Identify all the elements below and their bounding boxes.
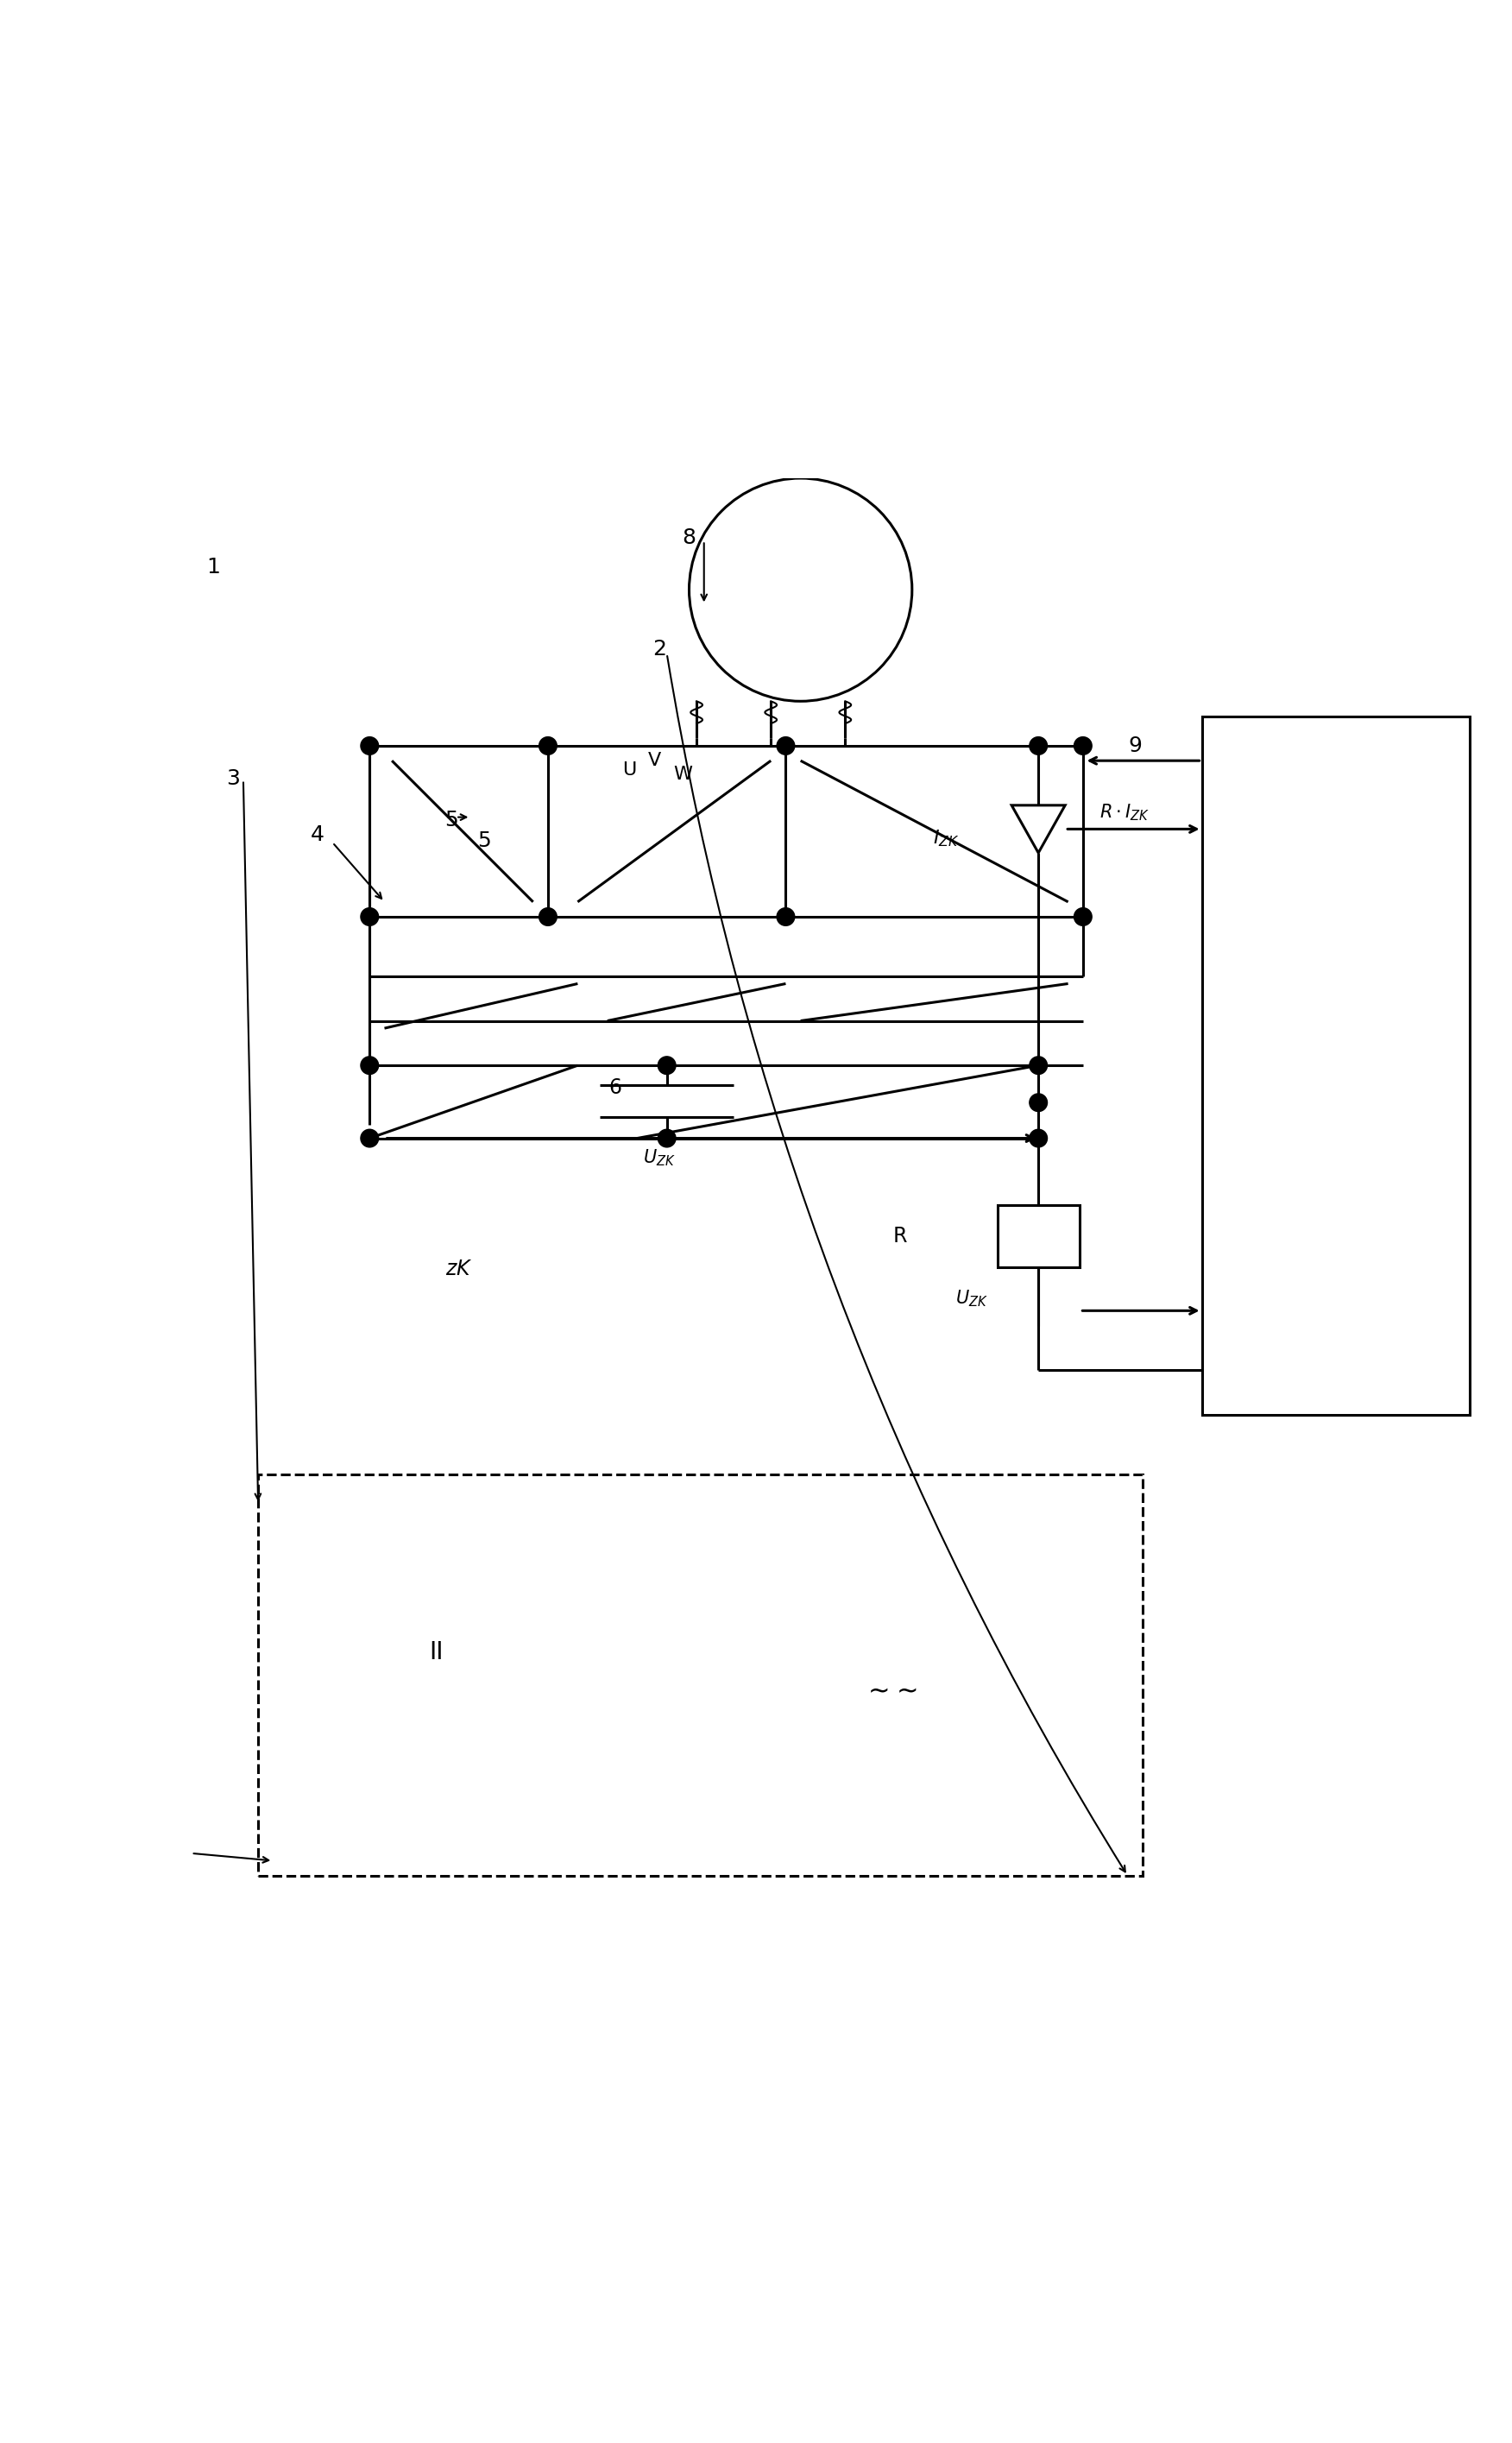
Bar: [1202, 716, 1470, 1414]
Text: $R\cdot I_{ZK}$: $R\cdot I_{ZK}$: [1099, 801, 1149, 823]
Text: 9: 9: [1128, 735, 1142, 757]
Text: 3: 3: [225, 767, 240, 789]
Text: 4: 4: [310, 826, 325, 845]
Text: 1: 1: [207, 557, 221, 579]
Circle shape: [1030, 1129, 1048, 1148]
Text: 6: 6: [608, 1077, 621, 1097]
Circle shape: [658, 1129, 676, 1148]
Text: W: W: [674, 765, 692, 782]
Text: 8: 8: [682, 528, 696, 547]
Text: $zK$: $zK$: [445, 1258, 472, 1280]
Text: 2: 2: [653, 638, 667, 660]
Bar: [369, 745, 1083, 916]
Circle shape: [538, 738, 556, 755]
Circle shape: [1030, 1094, 1048, 1112]
Text: $\sim\!\sim$: $\sim\!\sim$: [863, 1678, 916, 1703]
Circle shape: [1030, 738, 1048, 755]
Circle shape: [361, 738, 378, 755]
Text: V: V: [649, 752, 662, 770]
Circle shape: [1030, 1055, 1048, 1075]
Circle shape: [538, 909, 556, 926]
Bar: [998, 1204, 1080, 1268]
Text: II: II: [429, 1642, 443, 1664]
Text: 5: 5: [445, 809, 458, 831]
Circle shape: [777, 909, 795, 926]
Bar: [259, 1473, 1143, 1876]
Text: $I_{ZK}$: $I_{ZK}$: [933, 828, 959, 848]
Text: R: R: [894, 1226, 907, 1246]
Text: U: U: [623, 760, 637, 779]
Circle shape: [361, 1055, 378, 1075]
Circle shape: [361, 909, 378, 926]
Circle shape: [1074, 909, 1092, 926]
Text: 5: 5: [478, 831, 491, 850]
Circle shape: [658, 1055, 676, 1075]
Circle shape: [777, 738, 795, 755]
Text: $U_{ZK}$: $U_{ZK}$: [956, 1287, 987, 1309]
Circle shape: [361, 1129, 378, 1148]
Circle shape: [1074, 738, 1092, 755]
Text: $U_{ZK}$: $U_{ZK}$: [643, 1148, 676, 1168]
